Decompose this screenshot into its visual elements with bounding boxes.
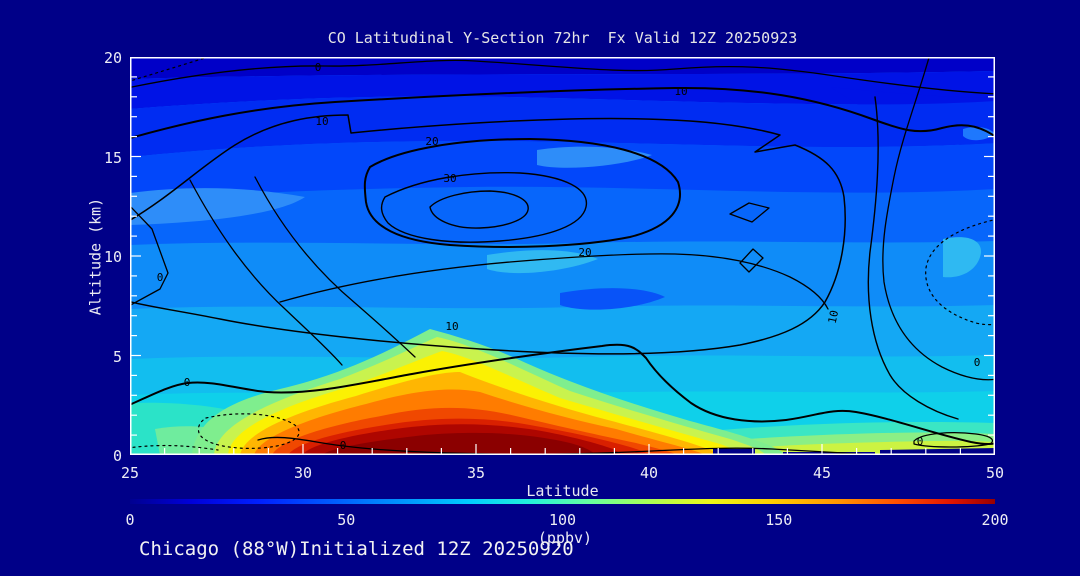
colorbar-units-label: (ppbv) bbox=[537, 529, 593, 547]
contour-label: 0 bbox=[917, 435, 924, 448]
contour-lines bbox=[130, 57, 995, 455]
contour-label: 10 bbox=[826, 309, 841, 325]
fill-patch-dark1 bbox=[560, 288, 665, 310]
fill-band-top4 bbox=[130, 141, 995, 201]
plot-title: CO Latitudinal Y-Section 72hr Fx Valid 1… bbox=[327, 29, 798, 47]
x-tick-label: 35 bbox=[466, 464, 486, 482]
y-tick-label: 10 bbox=[103, 248, 122, 266]
colorbar-tick-label: 0 bbox=[125, 511, 135, 529]
colorbar bbox=[130, 499, 995, 504]
fill-patch-cyan2 bbox=[943, 237, 982, 278]
contour-label: 20 bbox=[425, 135, 438, 148]
x-tick-label: 30 bbox=[293, 464, 313, 482]
y-tick-label: 5 bbox=[112, 347, 122, 366]
fill-patch-cyan1 bbox=[487, 250, 598, 274]
contour-label: 0 bbox=[340, 439, 347, 452]
fill-patch-mid bbox=[537, 146, 652, 168]
x-axis-title: Latitude bbox=[526, 482, 599, 500]
x-tick-label: 50 bbox=[985, 464, 1005, 482]
x-tick-label: 45 bbox=[812, 464, 832, 482]
contour-label: 0 bbox=[315, 61, 322, 74]
colorbar-tick-label: 150 bbox=[765, 511, 793, 529]
x-tick-label: 40 bbox=[639, 464, 659, 482]
contour-label: 20 bbox=[578, 246, 591, 259]
contour-label: 10 bbox=[315, 115, 328, 128]
y-tick-label: 0 bbox=[112, 447, 122, 465]
colorbar-tick-label: 50 bbox=[337, 511, 356, 529]
fill-patch-ul bbox=[130, 188, 305, 225]
contour-plot-canvas: 0 10 10 20 30 20 10 10 0 0 0 0 0 bbox=[130, 57, 995, 455]
x-tick-label: 25 bbox=[120, 464, 140, 482]
contour-label: 10 bbox=[674, 85, 687, 98]
colorbar-tick-label: 200 bbox=[981, 511, 1009, 529]
terrain-notch-3 bbox=[880, 448, 995, 455]
colorbar-tick-label: 100 bbox=[548, 511, 577, 529]
plot-frame bbox=[130, 57, 995, 455]
plume-core bbox=[322, 432, 596, 455]
contour-label-layer: 0 10 10 20 30 20 10 10 0 0 0 0 0 bbox=[157, 61, 981, 452]
fill-band-top1 bbox=[130, 57, 995, 79]
caption: Chicago (88°W)Initialized 12Z 20250920 bbox=[139, 538, 574, 560]
fill-patch-tr bbox=[963, 126, 995, 141]
contour-label: 0 bbox=[184, 376, 191, 389]
contour-label: 10 bbox=[445, 320, 458, 333]
tick-marks bbox=[131, 76, 994, 454]
y-tick-label: 15 bbox=[103, 148, 122, 167]
fill-band-top3 bbox=[130, 96, 995, 157]
contour-label: 0 bbox=[974, 356, 981, 369]
contour-label: 30 bbox=[443, 172, 456, 185]
contour-plot: 0 10 10 20 30 20 10 10 0 0 0 0 0 bbox=[130, 57, 995, 455]
contour-label: 0 bbox=[157, 271, 164, 284]
y-tick-label: 20 bbox=[103, 49, 122, 67]
